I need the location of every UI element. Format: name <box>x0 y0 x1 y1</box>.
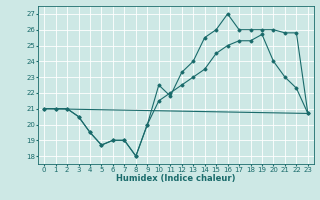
X-axis label: Humidex (Indice chaleur): Humidex (Indice chaleur) <box>116 174 236 183</box>
